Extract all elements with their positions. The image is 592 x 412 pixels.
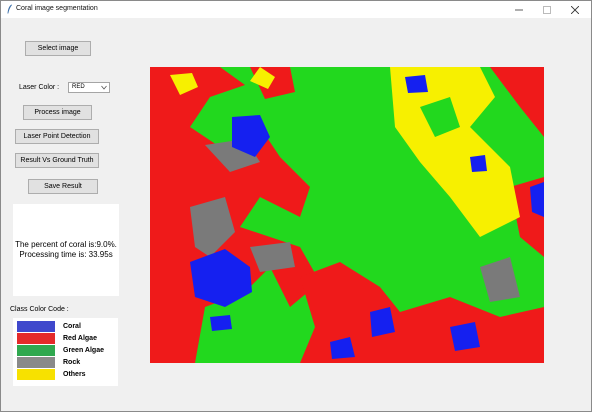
legend-label: Red Algae	[63, 335, 97, 342]
legend-item-coral: Coral	[17, 321, 81, 332]
legend-item-others: Others	[17, 369, 86, 380]
legend-item-rock: Rock	[17, 357, 80, 368]
legend-swatch	[17, 369, 55, 380]
laser-color-select[interactable]: RED	[68, 82, 110, 93]
result-panel: The percent of coral is:9.0%. Processing…	[13, 204, 119, 296]
legend-swatch	[17, 357, 55, 368]
legend-title: Class Color Code :	[10, 306, 69, 313]
process-image-button[interactable]: Process image	[23, 105, 92, 120]
legend-swatch	[17, 345, 55, 356]
coral-percent-text: The percent of coral is:9.0%.	[15, 240, 117, 249]
processing-time-text: Processing time is: 33.95s	[19, 250, 113, 259]
close-button[interactable]	[561, 1, 589, 18]
segmentation-result-image	[150, 67, 544, 363]
laser-color-label: Laser Color :	[19, 84, 60, 91]
legend-swatch	[17, 333, 55, 344]
minimize-button[interactable]	[505, 1, 533, 18]
legend-item-green-algae: Green Algae	[17, 345, 104, 356]
laser-color-value: RED	[72, 84, 85, 90]
result-vs-ground-truth-button[interactable]: Result Vs Ground Truth	[15, 153, 99, 168]
legend-label: Coral	[63, 323, 81, 330]
legend-swatch	[17, 321, 55, 332]
legend-label: Others	[63, 371, 86, 378]
window-title: Coral image segmentation	[16, 5, 98, 12]
title-bar: Coral image segmentation	[1, 1, 591, 18]
laser-point-detection-button[interactable]: Laser Point Detection	[15, 129, 99, 144]
feather-icon	[7, 4, 12, 14]
minimize-icon	[515, 9, 523, 10]
select-image-button[interactable]: Select image	[25, 41, 91, 56]
legend-label: Green Algae	[63, 347, 104, 354]
segmentation-map	[150, 67, 544, 363]
legend-item-red-algae: Red Algae	[17, 333, 97, 344]
close-icon	[571, 5, 579, 14]
class-color-legend: Coral Red Algae Green Algae Rock Others	[13, 318, 118, 386]
client-area: Select image Laser Color : RED Process i…	[1, 18, 591, 411]
maximize-button[interactable]	[533, 1, 561, 18]
chevron-down-icon	[101, 85, 107, 90]
legend-label: Rock	[63, 359, 81, 366]
maximize-icon	[543, 5, 551, 14]
save-result-button[interactable]: Save Result	[28, 179, 98, 194]
